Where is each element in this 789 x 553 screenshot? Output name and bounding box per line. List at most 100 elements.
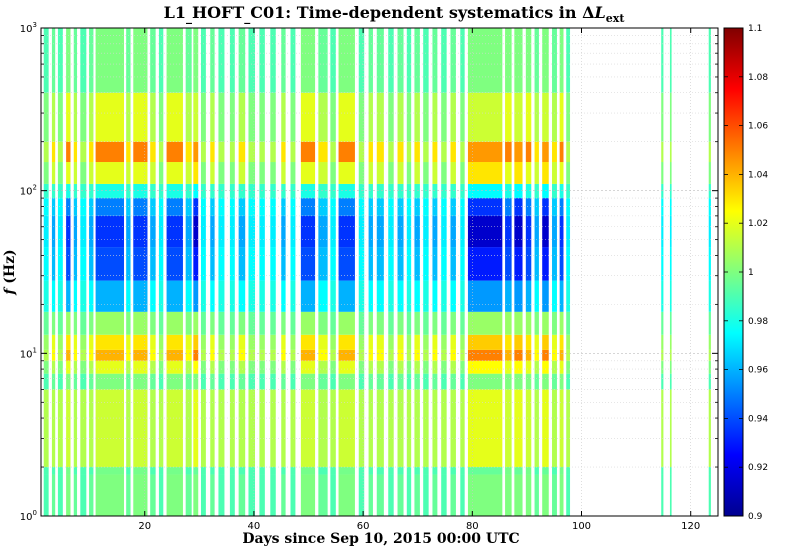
- heatmap-cell-18-2: [229, 389, 235, 468]
- heatmap-cell-13-7: [185, 311, 192, 335]
- heatmap-cell-52-12: [708, 183, 711, 199]
- heatmap-cell-51-4: [669, 360, 672, 374]
- heatmap-cell-2-14: [57, 141, 63, 163]
- heatmap-cell-4-9: [73, 247, 78, 281]
- heatmap-cell-32-4: [388, 360, 394, 374]
- heatmap-cell-51-11: [669, 198, 672, 216]
- heatmap-cell-40-12: [460, 183, 465, 199]
- heatmap-cell-45-11: [534, 198, 539, 216]
- x-tick-label-5: 120: [681, 521, 700, 532]
- heatmap-cell-2-3: [57, 373, 63, 390]
- heatmap-cell-12-2: [166, 389, 183, 468]
- heatmap-cell-51-2: [669, 389, 672, 468]
- heatmap-cell-16-2: [210, 389, 215, 468]
- heatmap-cell-46-0: [542, 474, 549, 516]
- heatmap-cell-16-13: [210, 162, 215, 184]
- heatmap-cell-15-1: [200, 467, 206, 475]
- heatmap-cell-35-3: [414, 373, 420, 390]
- heatmap-cell-15-7: [200, 311, 206, 335]
- heatmap-cell-47-2: [552, 389, 557, 468]
- heatmap-cell-21-5: [259, 349, 265, 361]
- heatmap-cell-39-10: [450, 215, 456, 248]
- heatmap-cell-8-5: [126, 349, 131, 361]
- heatmap-cell-16-1: [210, 467, 215, 475]
- heatmap-cell-34-3: [406, 373, 412, 390]
- heatmap-cell-2-16: [57, 28, 63, 93]
- heatmap-cell-13-10: [185, 215, 192, 248]
- heatmap-cell-28-12: [338, 183, 355, 199]
- heatmap-cell-31-0: [376, 474, 384, 516]
- heatmap-cell-41-11: [467, 198, 503, 216]
- heatmap-cell-32-9: [388, 247, 394, 281]
- heatmap-cell-7-16: [95, 28, 124, 93]
- heatmap-cell-23-1: [281, 467, 286, 475]
- heatmap-cell-25-16: [300, 28, 316, 93]
- heatmap-cell-28-13: [338, 162, 355, 184]
- heatmap-cell-4-13: [73, 162, 78, 184]
- heatmap-cell-22-3: [270, 373, 276, 390]
- heatmap-cell-16-10: [210, 215, 215, 248]
- heatmap-cell-45-8: [534, 280, 539, 312]
- heatmap-cell-25-5: [300, 349, 316, 361]
- heatmap-cell-15-3: [200, 373, 206, 390]
- heatmap-cell-17-1: [218, 467, 225, 475]
- heatmap-cell-39-14: [450, 141, 456, 163]
- heatmap-cell-18-7: [229, 311, 235, 335]
- heatmap-cell-52-6: [708, 334, 711, 350]
- heatmap-cell-42-5: [505, 349, 512, 361]
- heatmap-cell-32-16: [388, 28, 394, 93]
- heatmap-cell-39-8: [450, 280, 456, 312]
- heatmap-cell-23-12: [281, 183, 286, 199]
- heatmap-cell-43-8: [514, 280, 523, 312]
- heatmap-cell-25-11: [300, 198, 316, 216]
- heatmap-cell-48-11: [559, 198, 564, 216]
- heatmap-cell-34-14: [406, 141, 412, 163]
- heatmap-cell-50-15: [661, 92, 664, 142]
- x-tick-label-1: 40: [248, 521, 261, 532]
- heatmap-cell-40-13: [460, 162, 465, 184]
- heatmap-cell-51-7: [669, 311, 672, 335]
- heatmap-cell-12-16: [166, 28, 183, 93]
- heatmap-cell-1-12: [51, 183, 56, 199]
- heatmap-cell-37-12: [432, 183, 438, 199]
- heatmap-cell-44-6: [525, 334, 532, 350]
- heatmap-cell-47-3: [552, 373, 557, 390]
- heatmap-cell-26-1: [318, 467, 328, 475]
- heatmap-cell-47-0: [552, 474, 557, 516]
- heatmap-cell-22-1: [270, 467, 276, 475]
- heatmap-cell-15-5: [200, 349, 206, 361]
- heatmap-cell-20-3: [248, 373, 256, 390]
- x-axis-ticks: 20 40 60 80 100 120: [138, 28, 700, 532]
- heatmap-cell-37-6: [432, 334, 438, 350]
- heatmap-cell-46-9: [542, 247, 549, 281]
- heatmap-cell-31-10: [376, 215, 384, 248]
- heatmap-cell-10-1: [150, 467, 156, 475]
- heatmap-cell-26-13: [318, 162, 328, 184]
- heatmap-cell-14-4: [193, 360, 199, 374]
- title-part-sub2: C01: Time-dependent systematics in: [250, 3, 582, 22]
- heatmap-cell-0-5: [43, 349, 49, 361]
- heatmap-cell-17-0: [218, 474, 225, 516]
- heatmap-cell-23-2: [281, 389, 286, 468]
- heatmap-cell-47-14: [552, 141, 557, 163]
- heatmap-cell-4-0: [73, 474, 78, 516]
- heatmap-cell-42-1: [505, 467, 512, 475]
- heatmap-cell-20-15: [248, 92, 256, 142]
- heatmap-cell-35-15: [414, 92, 420, 142]
- colorbar-tick-label-9: 1.08: [748, 73, 768, 83]
- heatmap-cell-38-16: [441, 28, 447, 93]
- heatmap-cell-4-14: [73, 141, 78, 163]
- heatmap-cell-34-12: [406, 183, 412, 199]
- heatmap-cell-9-12: [133, 183, 148, 199]
- heatmap-cell-19-12: [238, 183, 246, 199]
- heatmap-cell-20-4: [248, 360, 256, 374]
- heatmap-cell-51-5: [669, 349, 672, 361]
- heatmap-cell-8-3: [126, 373, 131, 390]
- heatmap-cell-15-10: [200, 215, 206, 248]
- heatmap-cell-7-8: [95, 280, 124, 312]
- heatmap-cell-18-8: [229, 280, 235, 312]
- title-subscript: ext: [606, 12, 626, 25]
- heatmap-cell-35-0: [414, 474, 420, 516]
- heatmap-cell-45-4: [534, 360, 539, 374]
- heatmap-cell-22-7: [270, 311, 276, 335]
